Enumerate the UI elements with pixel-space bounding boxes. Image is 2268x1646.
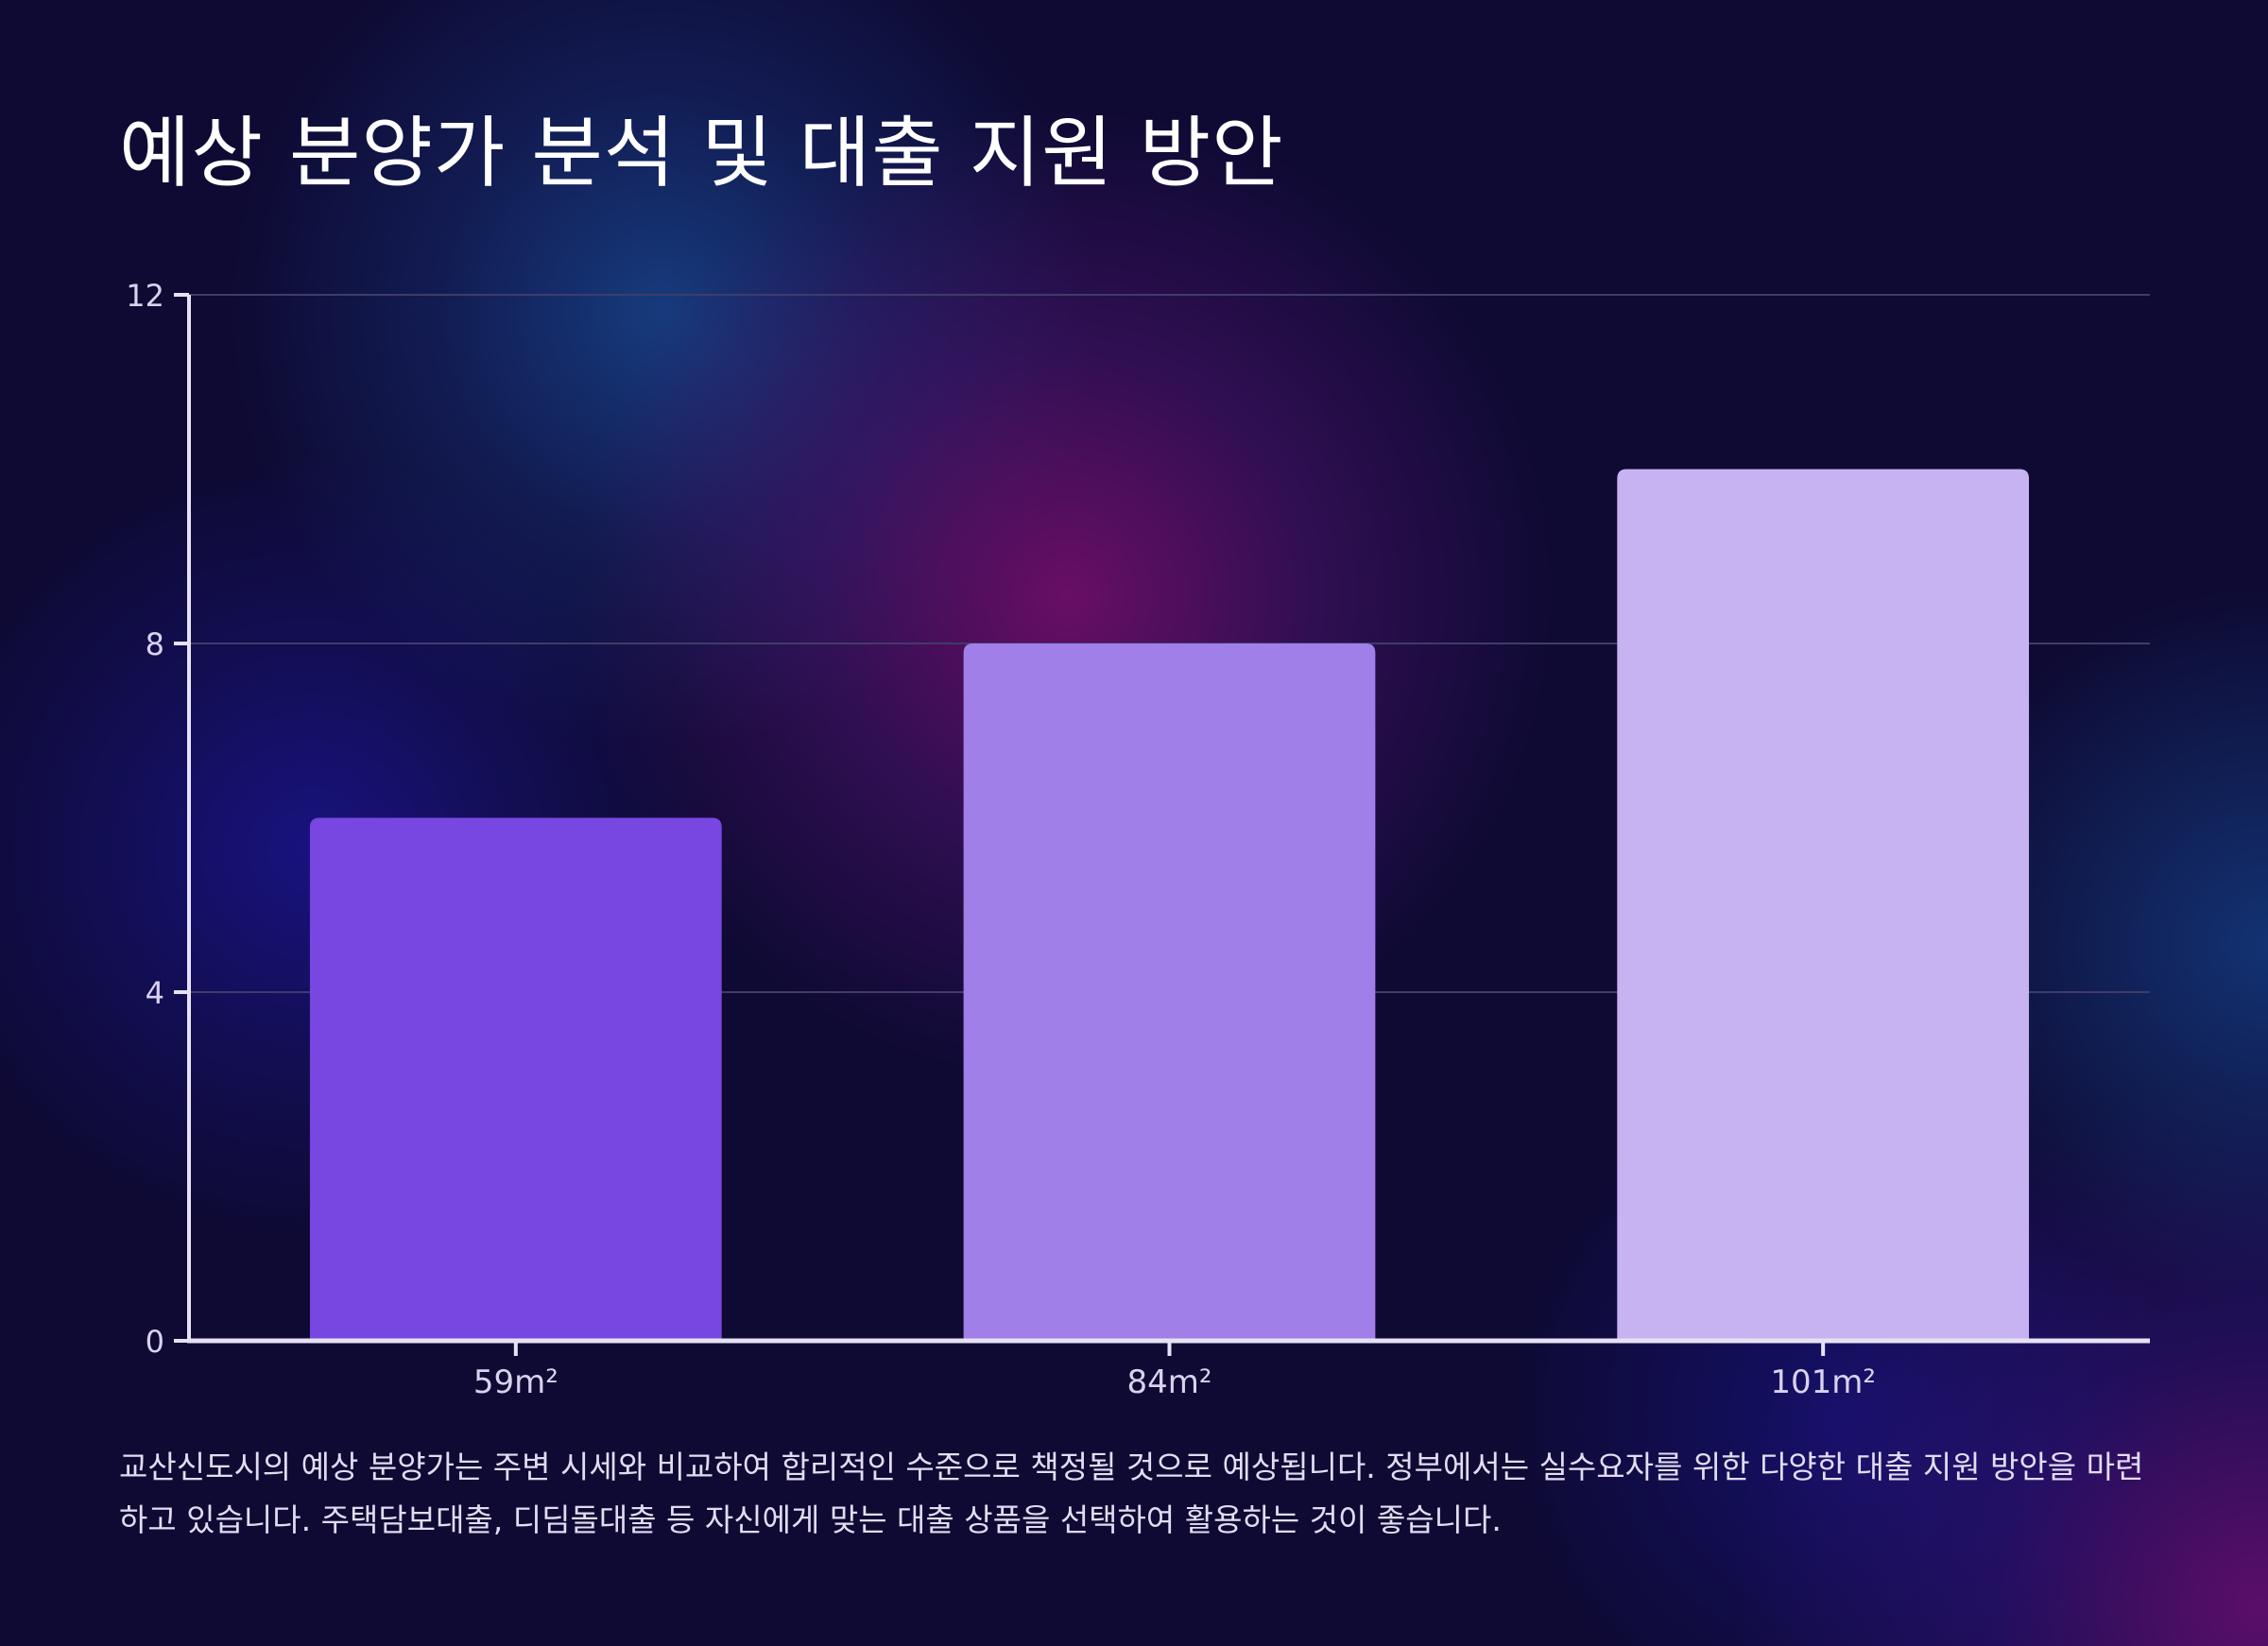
axes [174,293,2150,1356]
bar-3 [1617,469,2030,1341]
y-tick-label: 8 [146,626,164,662]
bar-2 [963,643,1376,1341]
bars [309,469,2030,1341]
description-text: 교산신도시의 예상 분양가는 주변 시세와 비교하여 합리적인 수준으로 책정될… [119,1449,2144,1538]
x-tick-label: 59m² [473,1363,558,1401]
tick-labels: 0 4 8 12 59m² 84m² 101m² [126,278,1876,1401]
x-tick-label: 84m² [1126,1363,1211,1401]
bar-chart: 0 4 8 12 59m² 84m² 101m² [126,278,2150,1401]
chart-title: 예상 분양가 분석 및 대출 지원 방안 [119,109,1284,198]
y-tick-label: 12 [126,278,164,314]
y-tick-label: 4 [146,975,164,1011]
x-tick-label: 101m² [1770,1363,1876,1401]
y-tick-label: 0 [146,1324,164,1360]
bar-1 [309,817,722,1341]
